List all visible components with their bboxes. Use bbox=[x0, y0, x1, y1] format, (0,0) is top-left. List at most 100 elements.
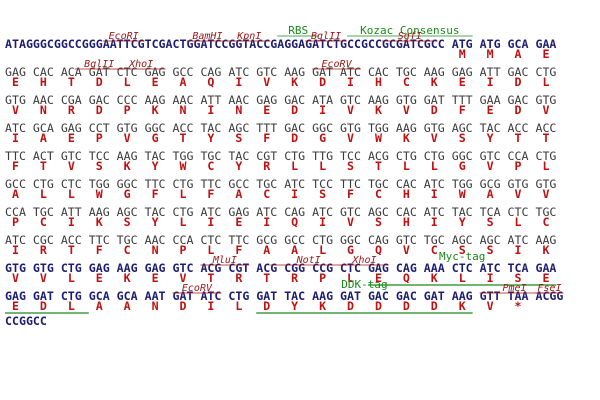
amino-acid: H bbox=[40, 75, 47, 89]
amino-acid: C bbox=[40, 215, 47, 229]
codon: ATC bbox=[340, 65, 361, 79]
amino-acid: L bbox=[180, 187, 187, 201]
codon: CGG bbox=[284, 261, 305, 275]
codon: TCA bbox=[508, 261, 529, 275]
amino-acid: T bbox=[68, 75, 75, 89]
amino-acid: S bbox=[347, 159, 354, 173]
codon: TCC bbox=[89, 149, 110, 163]
amino-acid: F bbox=[347, 187, 354, 201]
codon: CTG bbox=[173, 177, 194, 191]
amino-acid: E bbox=[152, 75, 159, 89]
amino-acid: D bbox=[180, 299, 187, 313]
site-label: EcoRI bbox=[109, 31, 139, 42]
codon: TGC bbox=[33, 205, 54, 219]
amino-acid: R bbox=[291, 271, 298, 285]
codon: GTG bbox=[117, 121, 138, 135]
amino-acid: I bbox=[487, 271, 494, 285]
codon: TGG bbox=[89, 177, 110, 191]
codon: AAG bbox=[89, 205, 110, 219]
amino-acid: F bbox=[12, 159, 19, 173]
amino-acid: I bbox=[291, 187, 298, 201]
amino-acid: S bbox=[124, 215, 131, 229]
codon: TGC bbox=[368, 177, 389, 191]
amino-acid: F bbox=[459, 103, 466, 117]
codon: CTG bbox=[535, 65, 556, 79]
amino-acid: I bbox=[68, 215, 75, 229]
amino-acid: W bbox=[375, 131, 382, 145]
site-label: MluI bbox=[212, 255, 237, 266]
codon: ACC bbox=[508, 121, 529, 135]
amino-acid: F bbox=[207, 187, 214, 201]
codon: GAC bbox=[284, 93, 305, 107]
codon: GTC bbox=[173, 261, 194, 275]
amino-acid: Y bbox=[487, 131, 494, 145]
amino-acid: V bbox=[68, 159, 75, 173]
amino-acid: S bbox=[235, 131, 242, 145]
amino-acid: D bbox=[515, 75, 522, 89]
amino-acid: E bbox=[68, 131, 75, 145]
codon: GAG bbox=[368, 261, 389, 275]
amino-acid: E bbox=[263, 103, 270, 117]
codon: GTG bbox=[424, 121, 445, 135]
amino-acid: I bbox=[12, 243, 19, 257]
codon: CCG bbox=[312, 261, 333, 275]
codon: AAC bbox=[228, 93, 249, 107]
codon: GGC bbox=[340, 233, 361, 247]
amino-acid: H bbox=[403, 215, 410, 229]
codon: GAG bbox=[145, 65, 166, 79]
codon: CGC bbox=[33, 233, 54, 247]
amino-acid: C bbox=[124, 243, 131, 257]
codon: CTG bbox=[284, 149, 305, 163]
amino-acid: E bbox=[12, 299, 19, 313]
codon: GAT bbox=[312, 65, 333, 79]
codon: TGG bbox=[173, 149, 194, 163]
amino-acid: S bbox=[96, 159, 103, 173]
amino-acid: L bbox=[459, 271, 466, 285]
amino-acid: S bbox=[459, 243, 466, 257]
codon: AAG bbox=[424, 65, 445, 79]
codon: GTG bbox=[508, 177, 529, 191]
codon: TGC bbox=[396, 65, 417, 79]
amino-acid: S bbox=[319, 187, 326, 201]
codon: GAT bbox=[173, 289, 194, 303]
site-label: NotI bbox=[296, 255, 321, 266]
site-label: SgfI bbox=[398, 31, 422, 42]
amino-acid: G bbox=[459, 159, 466, 173]
amino-acid: S bbox=[487, 243, 494, 257]
codon: GTG bbox=[5, 93, 26, 107]
codon: ATA bbox=[312, 93, 333, 107]
amino-acid: N bbox=[152, 299, 159, 313]
codon: GCA bbox=[508, 37, 529, 51]
amino-acid: I bbox=[235, 75, 242, 89]
codon: GAT bbox=[256, 289, 277, 303]
codon: CTC bbox=[117, 65, 138, 79]
amino-acid: R bbox=[68, 103, 75, 117]
codon: CTG bbox=[61, 261, 82, 275]
codon: AAC bbox=[173, 93, 194, 107]
codon: GGC bbox=[312, 121, 333, 135]
amino-acid: V bbox=[487, 299, 494, 313]
amino-acid: V bbox=[515, 187, 522, 201]
codon: TCA bbox=[480, 205, 501, 219]
codon: GCA bbox=[89, 289, 110, 303]
amino-acid: T bbox=[180, 131, 187, 145]
codon: ATT bbox=[200, 93, 221, 107]
amino-acid: R bbox=[235, 271, 242, 285]
codon: ACA bbox=[61, 65, 82, 79]
codon: AAC bbox=[145, 233, 166, 247]
amino-acid: L bbox=[68, 299, 75, 313]
amino-acid: L bbox=[431, 159, 438, 173]
codon: TCC bbox=[340, 149, 361, 163]
codon: GAT bbox=[33, 289, 54, 303]
codon: TGG bbox=[368, 121, 389, 135]
amino-acid: V bbox=[12, 271, 19, 285]
codon: AGC bbox=[368, 205, 389, 219]
amino-acid: L bbox=[124, 75, 131, 89]
codon: ACG bbox=[368, 149, 389, 163]
codon: TAA bbox=[508, 289, 529, 303]
amino-acid: K bbox=[403, 131, 410, 145]
amino-acid: L bbox=[403, 159, 410, 173]
codon: ATC bbox=[424, 205, 445, 219]
codon: ATG bbox=[452, 37, 473, 51]
codon: ATC bbox=[312, 205, 333, 219]
